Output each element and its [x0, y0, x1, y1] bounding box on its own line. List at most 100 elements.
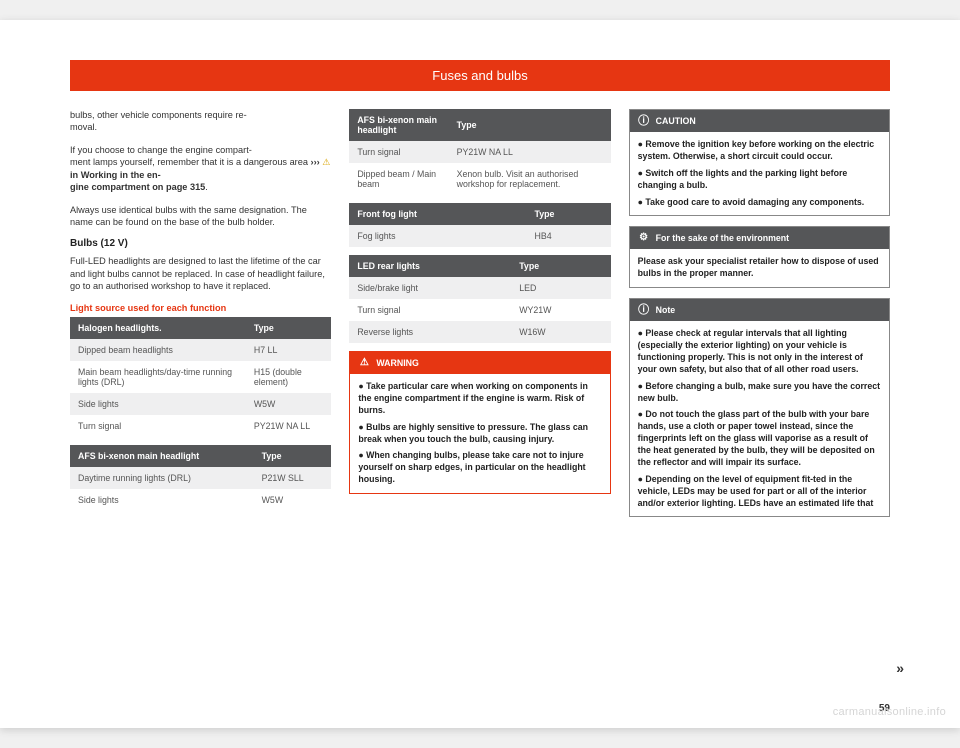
table-cell: Side lights [70, 393, 246, 415]
table-row: Reverse lightsW16W [349, 321, 610, 343]
table-cell: HB4 [527, 225, 611, 247]
caution-item: ● Switch off the lights and the parking … [638, 168, 881, 192]
continuation-mark: » [896, 660, 904, 676]
note-item: ● Please check at regular intervals that… [638, 328, 881, 376]
page-header-title: Fuses and bulbs [432, 68, 527, 83]
bulbs-paragraph: Full-LED headlights are designed to last… [70, 255, 331, 292]
warning-box: WARNING ● Take particular care when work… [349, 351, 610, 494]
table-cell: Turn signal [349, 299, 511, 321]
halogen-table: Halogen headlights. Type Dipped beam hea… [70, 317, 331, 437]
table-header-row: AFS bi-xenon main headlight Type [349, 109, 610, 141]
caution-box: CAUTION ● Remove the ignition key before… [629, 109, 890, 216]
table-header: LED rear lights [349, 255, 511, 277]
table-header: Front fog light [349, 203, 526, 225]
table-cell: Fog lights [349, 225, 526, 247]
table-header: Halogen headlights. [70, 317, 246, 339]
note-item: ● Before changing a bulb, make sure you … [638, 381, 881, 405]
table-row: Main beam headlights/day-time running li… [70, 361, 331, 393]
table-cell: Xenon bulb. Visit an authorised workshop… [449, 163, 611, 195]
environment-title: For the sake of the environment [656, 233, 789, 243]
table-cell: W5W [246, 393, 331, 415]
note-text: Do not touch the glass part of the bulb … [638, 409, 875, 467]
caution-item: ● Take good care to avoid damaging any c… [638, 197, 881, 209]
column-2: AFS bi-xenon main headlight Type Turn si… [349, 109, 610, 527]
note-text: Before changing a bulb, make sure you ha… [638, 381, 880, 403]
page-header: Fuses and bulbs [70, 60, 890, 91]
text: ment lamps yourself, remember that it is… [70, 157, 311, 167]
note-item: ● Depending on the level of equipment fi… [638, 474, 881, 510]
bulbs-subtitle: Bulbs (12 V) [70, 238, 331, 249]
crossref-bold: in Working in the en [70, 170, 158, 180]
table-row: Dipped beam headlightsH7 LL [70, 339, 331, 361]
note-header: Note [630, 299, 889, 321]
warning-triangle-icon [358, 357, 370, 369]
warning-text: Bulbs are highly sensitive to pressure. … [358, 422, 588, 444]
table-header-row: AFS bi-xenon main headlight Type [70, 445, 331, 467]
environment-text: Please ask your specialist retailer how … [638, 256, 879, 278]
environment-header: For the sake of the environment [630, 227, 889, 249]
table-cell: WY21W [511, 299, 610, 321]
environment-box: For the sake of the environment Please a… [629, 226, 890, 288]
table-row: Dipped beam / Main beamXenon bulb. Visit… [349, 163, 610, 195]
note-body: ● Please check at regular intervals that… [630, 321, 889, 516]
manual-page: Fuses and bulbs bulbs, other vehicle com… [0, 20, 960, 728]
table-cell: H7 LL [246, 339, 331, 361]
table-cell: Turn signal [70, 415, 246, 437]
warning-title: WARNING [376, 358, 419, 368]
note-text: Please check at regular intervals that a… [638, 328, 863, 374]
content-columns: bulbs, other vehicle components require … [0, 109, 960, 527]
intro-paragraph-3: Always use identical bulbs with the same… [70, 204, 331, 229]
table-row: Fog lightsHB4 [349, 225, 610, 247]
warning-item: ● When changing bulbs, please take care … [358, 450, 601, 486]
table-cell: W5W [254, 489, 332, 511]
table-cell: W16W [511, 321, 610, 343]
caution-item: ● Remove the ignition key before working… [638, 139, 881, 163]
fog-light-table: Front fog light Type Fog lightsHB4 [349, 203, 610, 247]
caution-icon [638, 115, 650, 127]
caution-text: Switch off the lights and the parking li… [638, 168, 848, 190]
caution-body: ● Remove the ignition key before working… [630, 132, 889, 215]
note-item: ● Do not touch the glass part of the bul… [638, 409, 881, 468]
table-cell: Side/brake light [349, 277, 511, 299]
text: moval. [70, 122, 97, 132]
table-cell: H15 (double element) [246, 361, 331, 393]
table-header: AFS bi-xenon main headlight [349, 109, 448, 141]
table-header: Type [449, 109, 611, 141]
crossref-bold: gine compartment on page 315 [70, 182, 205, 192]
intro-paragraph-1: bulbs, other vehicle components require … [70, 109, 331, 134]
table-header: Type [246, 317, 331, 339]
table-header-row: LED rear lights Type [349, 255, 610, 277]
warning-triangle-icon: ⚠ [322, 156, 330, 168]
text: bulbs, other vehicle components require … [70, 110, 244, 120]
warning-header: WARNING [350, 352, 609, 374]
table-cell: Turn signal [349, 141, 448, 163]
table-cell: PY21W NA LL [246, 415, 331, 437]
caution-header: CAUTION [630, 110, 889, 132]
note-icon [638, 304, 650, 316]
text: . [205, 182, 208, 192]
table-row: Turn signalPY21W NA LL [70, 415, 331, 437]
intro-paragraph-2: If you choose to change the engine compa… [70, 144, 331, 194]
table-cell: P21W SLL [254, 467, 332, 489]
caution-text: Remove the ignition key before working o… [638, 139, 875, 161]
environment-body: Please ask your specialist retailer how … [630, 249, 889, 287]
note-box: Note ● Please check at regular intervals… [629, 298, 890, 517]
table-row: Turn signalPY21W NA LL [349, 141, 610, 163]
table-row: Side/brake lightLED [349, 277, 610, 299]
table-cell: Dipped beam headlights [70, 339, 246, 361]
column-1: bulbs, other vehicle components require … [70, 109, 331, 527]
led-rear-table: LED rear lights Type Side/brake lightLED… [349, 255, 610, 343]
warning-text: When changing bulbs, please take care no… [358, 450, 585, 484]
crossref-link: ››› [311, 157, 323, 167]
table-row: Side lightsW5W [70, 489, 331, 511]
table-cell: Dipped beam / Main beam [349, 163, 448, 195]
table-cell: Side lights [70, 489, 254, 511]
table-header: AFS bi-xenon main headlight [70, 445, 254, 467]
table-header: Type [527, 203, 611, 225]
table-cell: Daytime running lights (DRL) [70, 467, 254, 489]
caution-title: CAUTION [656, 116, 696, 126]
warning-item: ● Bulbs are highly sensitive to pressure… [358, 422, 601, 446]
caution-text: Take good care to avoid damaging any com… [645, 197, 864, 207]
column-3: CAUTION ● Remove the ignition key before… [629, 109, 890, 527]
table-cell: Main beam headlights/day-time running li… [70, 361, 246, 393]
